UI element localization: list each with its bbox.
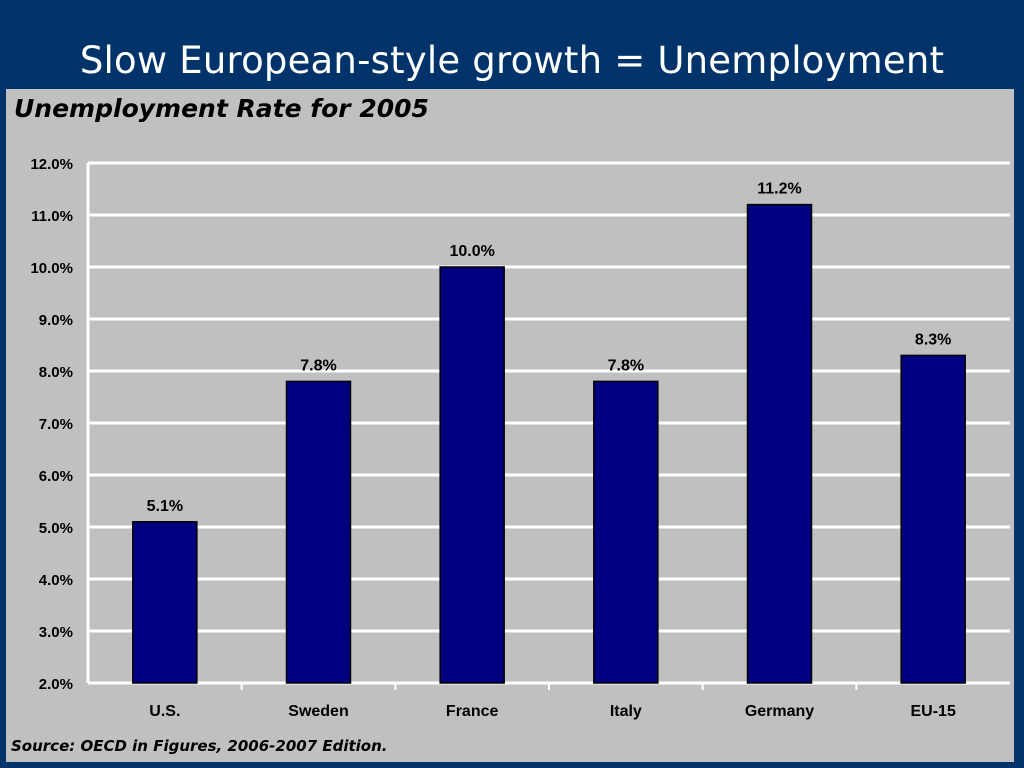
bar [746,203,813,684]
bar [285,380,352,684]
y-tick-label: 9.0% [39,312,73,329]
y-tick-label: 7.0% [39,416,73,433]
y-tick-label: 8.0% [39,364,73,381]
bar-value-label: 7.8% [608,357,644,374]
bar [900,354,966,684]
bar-value-label: 5.1% [147,498,183,515]
x-tick-label: EU-15 [910,703,955,720]
bar-value-label: 7.8% [300,357,336,374]
bar [439,266,505,684]
source-note: Source: OECD in Figures, 2006-2007 Editi… [11,737,388,755]
x-tick-label: Sweden [288,703,348,720]
bar-value-label: 10.0% [449,243,494,260]
bar-value-label: 8.3% [915,331,951,348]
bar [593,380,659,684]
x-tick-label: France [446,703,499,720]
y-tick-label: 3.0% [39,624,73,641]
bar [132,521,198,684]
y-tick-label: 10.0% [30,260,73,277]
y-tick-label: 12.0% [30,156,73,173]
x-tick-label: Italy [610,703,642,720]
x-tick-label: Germany [745,703,814,720]
y-tick-label: 5.0% [39,520,73,537]
y-tick-label: 11.0% [31,208,73,225]
x-tick-label: U.S. [149,703,180,720]
y-tick-label: 6.0% [39,468,73,485]
chart-title: Unemployment Rate for 2005 [14,94,429,123]
y-tick-label: 2.0% [39,676,73,693]
bar-value-label: 11.2% [757,181,801,198]
y-tick-label: 4.0% [39,572,73,589]
slide-title: Slow European-style growth = Unemploymen… [79,39,945,82]
